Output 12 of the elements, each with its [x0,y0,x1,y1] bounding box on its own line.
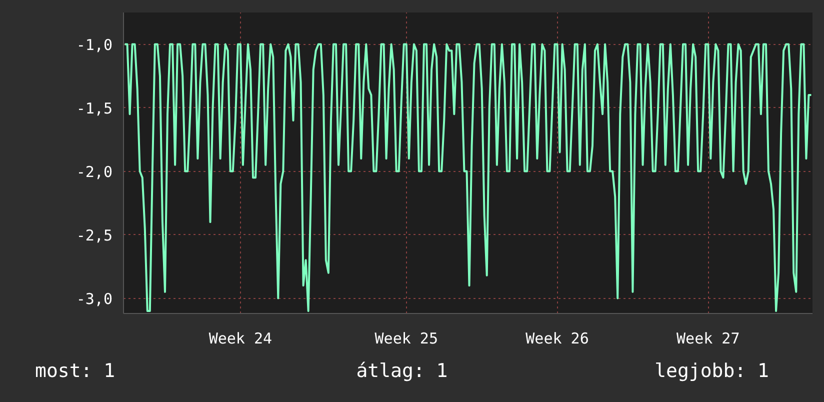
text: most: 1 [35,359,116,384]
text: legjobb: 1 [654,359,769,384]
x-tick-label: Week 24 [208,330,272,348]
x-tick-label: Week 27 [676,330,740,348]
y-tick-label: -2,5 [76,226,112,244]
y-tick-label: -2,0 [76,162,112,181]
y-tick-label: -1,5 [76,99,112,118]
y-tick-label: -1,0 [76,36,112,54]
x-tick-label: Week 26 [526,330,589,348]
text: átlag: 1 [356,359,448,384]
y-tick-label: -3,0 [76,290,112,308]
x-tick-label: Week 25 [374,330,438,348]
